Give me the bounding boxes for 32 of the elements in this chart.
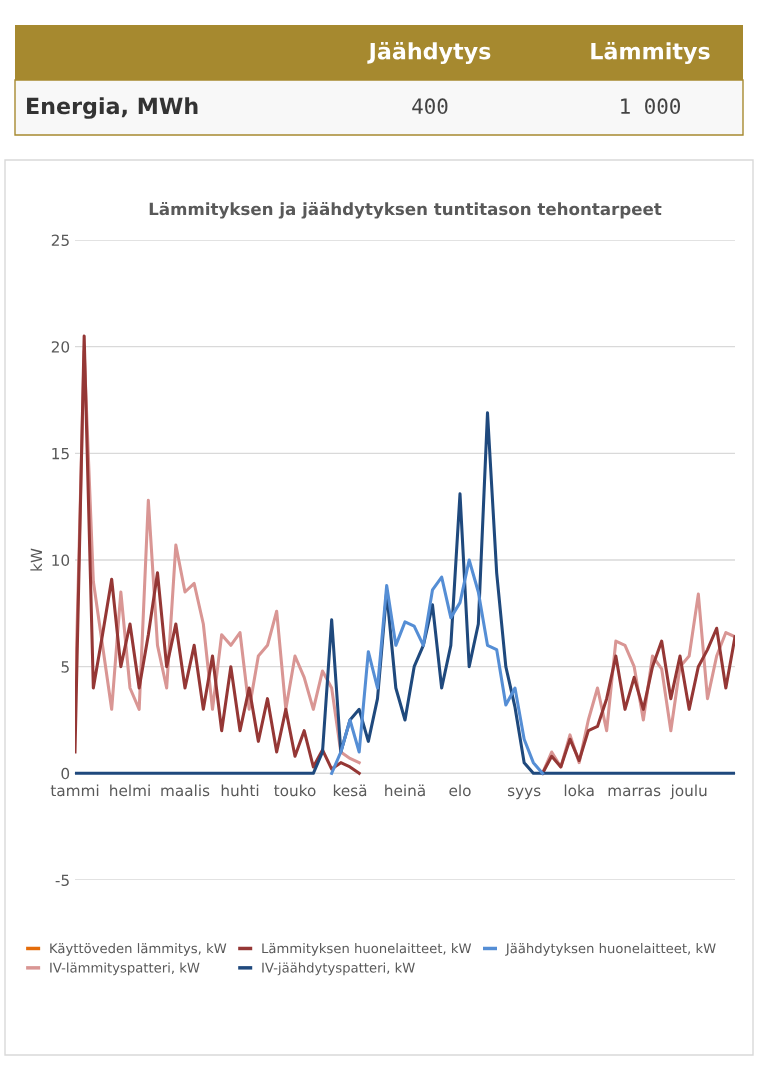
legend-label: IV-lämmityspatteri, kW [50,962,200,976]
text: Lämmitys [591,42,710,64]
x-tick-label: kesä [333,784,367,797]
y-tick-label: 25 [51,234,69,247]
x-tick-label: marras [608,787,661,797]
y-tick-label: 10 [52,554,70,567]
y-tick-label: -5 [55,874,69,887]
text: 400 [412,98,448,115]
legend-label: Käyttöveden lämmitys, kW [50,943,227,956]
x-tick-label: helmi [110,784,150,797]
x-tick-label: heinä [385,784,425,797]
x-tick-label: tammi [50,784,99,797]
chart-title: Lämmityksen ja jäähdytyksen tuntitason tehontarpeet [149,202,662,219]
x-tick-label: loka [564,784,594,797]
legend-label: Jäähdytyksen huonelaitteet, kW [505,943,716,956]
x-tick-label: huhti [221,784,259,797]
y-tick-label: 0 [61,767,70,780]
legend-label: Lämmityksen huonelaitteet, kW [262,943,472,956]
x-tick-label: maalis [161,784,210,797]
x-tick-label: touko [274,784,316,797]
y-axis-title: kW [30,548,42,571]
x-tick-label: joulu [670,784,707,800]
text: Jäähdytys [367,42,491,64]
text: 1 000 [621,98,681,115]
x-tick-label: elo [449,784,471,797]
y-tick-label: 20 [51,341,70,353]
legend-label: IV-jäähdytyspatteri, kW [262,962,415,976]
y-tick-label: 15 [52,448,69,460]
y-tick-label: 5 [61,661,69,673]
x-tick-label: syys [507,787,541,800]
line-series [330,558,545,775]
text: Energia, MWh [27,97,198,119]
